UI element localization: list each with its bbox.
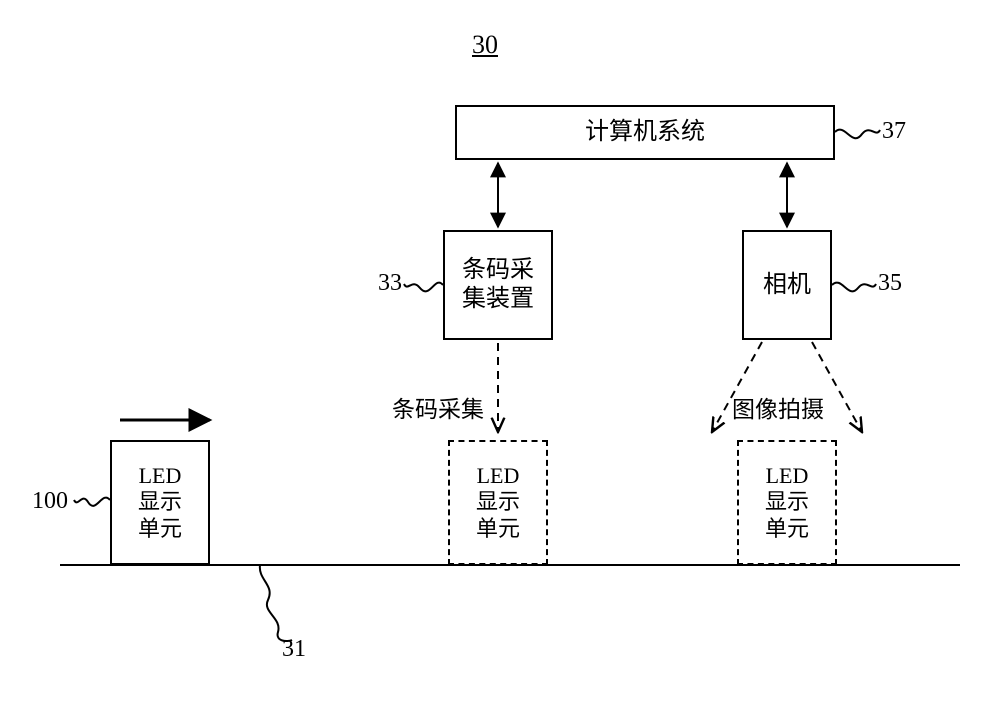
node-computer-label: 计算机系统 bbox=[585, 118, 705, 147]
lead-33 bbox=[404, 283, 443, 292]
node-led-unit-3: LED显示单元 bbox=[737, 440, 837, 565]
lead-35 bbox=[832, 283, 876, 292]
node-computer-system: 计算机系统 bbox=[455, 105, 835, 160]
label-barcode-collect: 条码采集 bbox=[390, 390, 486, 424]
ref-35: 35 bbox=[878, 270, 902, 297]
node-barcode-device: 条码采集装置 bbox=[443, 230, 553, 340]
node-camera: 相机 bbox=[742, 230, 832, 340]
ref-100: 100 bbox=[32, 488, 68, 515]
label-image-capture: 图像拍摄 bbox=[730, 390, 826, 424]
lead-31 bbox=[260, 565, 292, 641]
node-barcode-label: 条码采集装置 bbox=[462, 256, 534, 314]
ref-31: 31 bbox=[282, 636, 306, 663]
ref-33: 33 bbox=[378, 270, 402, 297]
node-camera-label: 相机 bbox=[763, 271, 811, 300]
node-led-unit-2: LED显示单元 bbox=[448, 440, 548, 565]
lead-37 bbox=[835, 130, 880, 139]
figure-id: 30 bbox=[472, 30, 498, 60]
node-led-unit-1: LED显示单元 bbox=[110, 440, 210, 565]
diagram-canvas: 30 计算机系统 条码采集装置 相机 LED显示单元 LED显示单元 LED显示… bbox=[0, 0, 1000, 711]
node-led1-label: LED显示单元 bbox=[138, 463, 182, 542]
node-led3-label: LED显示单元 bbox=[765, 463, 809, 542]
ref-37: 37 bbox=[882, 118, 906, 145]
lead-100 bbox=[74, 498, 110, 506]
node-led2-label: LED显示单元 bbox=[476, 463, 520, 542]
